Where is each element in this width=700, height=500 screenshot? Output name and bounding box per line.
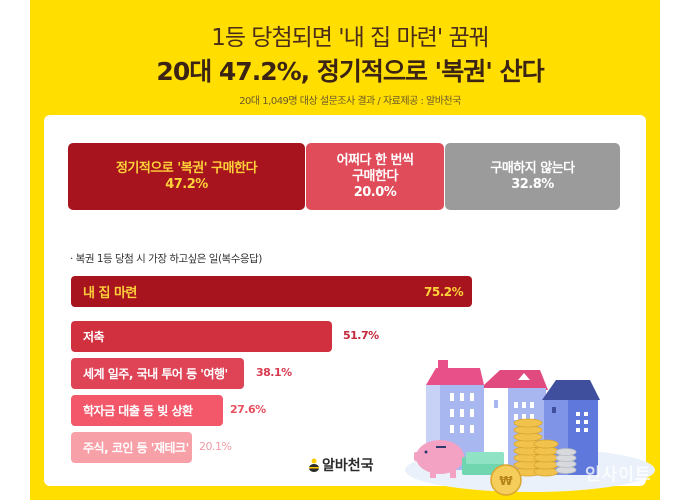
bar-label: 학자금 대출 등 빚 상환 xyxy=(83,404,193,418)
watermark: 인사이트 xyxy=(585,465,652,485)
bar-home-purchase: 내 집 마련 xyxy=(71,276,472,307)
bar-label: 내 집 마련 xyxy=(83,286,137,301)
summary-occasional-buyers: 어쩌다 한 번씩 구매한다 20.0% xyxy=(306,143,444,210)
summary-label-line2: 구매한다 xyxy=(352,168,398,184)
summary-value: 20.0% xyxy=(353,184,397,200)
bar-value: 27.6% xyxy=(230,403,266,416)
bar-label: 저축 xyxy=(83,330,105,344)
bee-icon xyxy=(309,458,319,472)
houses-and-savings-illustration: ₩ xyxy=(405,360,655,496)
logo-text: 알바천국 xyxy=(322,458,374,474)
summary-label: 구매하지 않는다 xyxy=(490,160,575,176)
bar-investment: 주식, 코인 등 '재테크' xyxy=(71,432,192,463)
summary-value: 47.2% xyxy=(165,176,208,192)
bar-travel: 세계 일주, 국내 투어 등 '여행' xyxy=(71,358,244,389)
summary-non-buyers: 구매하지 않는다 32.8% xyxy=(445,143,620,210)
bar-value: 51.7% xyxy=(343,329,379,342)
bar-label: 세계 일주, 국내 투어 등 '여행' xyxy=(83,367,228,381)
svg-text:₩: ₩ xyxy=(499,474,513,488)
bar-debt-repayment: 학자금 대출 등 빚 상환 xyxy=(71,395,223,426)
headline-line1: 1등 당첨되면 '내 집 마련' 꿈꿔 xyxy=(211,25,490,51)
section-label: · 복권 1등 당첨 시 가장 하고싶은 일(복수응답) xyxy=(70,253,262,265)
summary-regular-buyers: 정기적으로 '복권' 구매한다 47.2% xyxy=(68,143,305,210)
bar-savings: 저축 xyxy=(71,321,332,352)
summary-label-line1: 어쩌다 한 번씩 xyxy=(336,152,414,168)
summary-value: 32.8% xyxy=(511,176,554,192)
source-note: 20대 1,049명 대상 설문조사 결과 / 자료제공 : 알바천국 xyxy=(239,96,461,107)
bar-value: 20.1% xyxy=(199,440,232,453)
bar-value: 38.1% xyxy=(256,366,292,379)
headline-line2: 20대 47.2%, 정기적으로 '복권' 산다 xyxy=(156,57,544,86)
summary-label: 정기적으로 '복권' 구매한다 xyxy=(115,160,258,176)
bar-label: 주식, 코인 등 '재테크' xyxy=(83,441,189,455)
albacheonguk-logo: 알바천국 xyxy=(308,455,374,475)
bar-value: 75.2% xyxy=(424,285,464,299)
